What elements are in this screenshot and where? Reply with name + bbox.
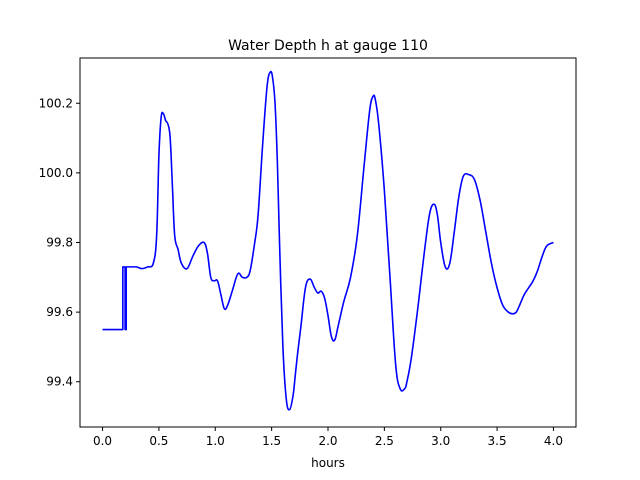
- plot-area: [102, 70, 554, 411]
- x-axis-label: hours: [311, 456, 345, 470]
- y-tick-label: 99.4: [46, 375, 73, 389]
- x-tick-label: 3.5: [488, 434, 507, 448]
- chart-title: Water Depth h at gauge 110: [228, 38, 428, 54]
- x-tick-label: 0.0: [93, 434, 112, 448]
- y-tick-label: 100.0: [39, 166, 73, 180]
- x-tick-label: 4.0: [544, 434, 563, 448]
- x-tick-label: 2.0: [318, 434, 337, 448]
- x-tick-label: 2.5: [375, 434, 394, 448]
- x-tick-label: 3.0: [431, 434, 450, 448]
- x-axis: 0.0 0.5 1.0 1.5 2.0 2.5 3.0 3.5 4.0: [93, 427, 563, 448]
- y-axis: 99.4 99.6 99.8 100.0 100.2: [39, 96, 80, 389]
- y-tick-label: 100.2: [39, 96, 73, 110]
- x-tick-label: 1.5: [262, 434, 281, 448]
- series-line: [102, 70, 554, 411]
- x-tick-label: 1.0: [206, 434, 225, 448]
- x-tick-label: 0.5: [149, 434, 168, 448]
- y-tick-label: 99.8: [46, 236, 73, 250]
- y-tick-label: 99.6: [46, 305, 73, 319]
